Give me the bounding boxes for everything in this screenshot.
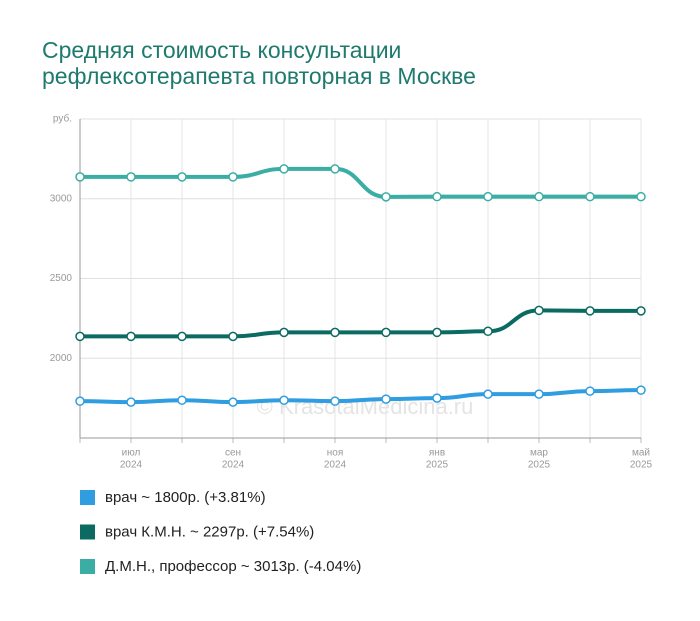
- y-tick-label: руб.: [53, 113, 72, 125]
- x-tick-label: янв: [429, 448, 445, 459]
- legend-swatch: [80, 559, 95, 574]
- legend-label: врач ~ 1800р. (+3.81%): [105, 489, 266, 506]
- x-tick-label: 2025: [528, 460, 551, 471]
- x-tick-label: 2024: [120, 460, 143, 471]
- point: [177, 331, 187, 342]
- chart-title: Средняя стоимость консультации: [42, 37, 401, 63]
- x-tick-label: май: [632, 448, 650, 459]
- point: [585, 191, 595, 202]
- x-tick-label: июл: [122, 448, 141, 459]
- point: [483, 389, 493, 399]
- point: [381, 394, 391, 404]
- point: [279, 395, 289, 405]
- point: [432, 191, 442, 202]
- point: [534, 305, 544, 316]
- point: [330, 164, 340, 174]
- series-line: [79, 388, 642, 405]
- y-tick-label: 2500: [50, 273, 73, 284]
- legend-swatch: [80, 490, 95, 505]
- x-tick-label: 2024: [324, 460, 347, 471]
- legend-label: Д.М.Н., профессор ~ 3013р. (-4.04%): [105, 558, 361, 575]
- point: [126, 172, 136, 182]
- point: [75, 396, 85, 406]
- chart-title: рефлексотерапевта повторная в Москве: [42, 63, 476, 89]
- y-tick-label: 2000: [50, 353, 73, 364]
- point: [534, 191, 544, 202]
- point: [330, 396, 340, 406]
- x-tick-label: 2025: [426, 460, 449, 471]
- point: [330, 327, 340, 338]
- x-tick-label: 2024: [222, 460, 245, 471]
- point: [126, 331, 136, 342]
- x-tick-label: мар: [530, 448, 548, 459]
- point: [636, 306, 646, 316]
- point: [381, 327, 391, 338]
- point: [483, 326, 493, 337]
- point: [177, 172, 187, 182]
- point: [585, 386, 595, 396]
- x-tick-label: ноя: [327, 448, 344, 459]
- point: [75, 331, 85, 342]
- point: [636, 385, 646, 395]
- x-tick-label: 2025: [630, 460, 653, 471]
- point: [585, 306, 595, 316]
- point: [636, 191, 646, 202]
- point: [483, 191, 493, 202]
- point: [126, 397, 136, 407]
- point: [228, 172, 238, 182]
- point: [432, 327, 442, 338]
- point: [75, 172, 85, 182]
- x-tick-label: сен: [225, 448, 241, 459]
- point: [534, 389, 544, 399]
- legend-swatch: [80, 524, 95, 540]
- point: [228, 331, 238, 342]
- series-line: [79, 308, 641, 339]
- y-tick-label: 3000: [50, 193, 73, 204]
- point: [279, 327, 289, 338]
- series-line: [80, 166, 641, 199]
- point: [228, 397, 238, 407]
- legend-label: врач К.М.Н. ~ 2297р. (+7.54%): [105, 523, 314, 540]
- point: [432, 393, 442, 403]
- point: [177, 395, 187, 405]
- point: [381, 192, 391, 202]
- point: [279, 164, 289, 174]
